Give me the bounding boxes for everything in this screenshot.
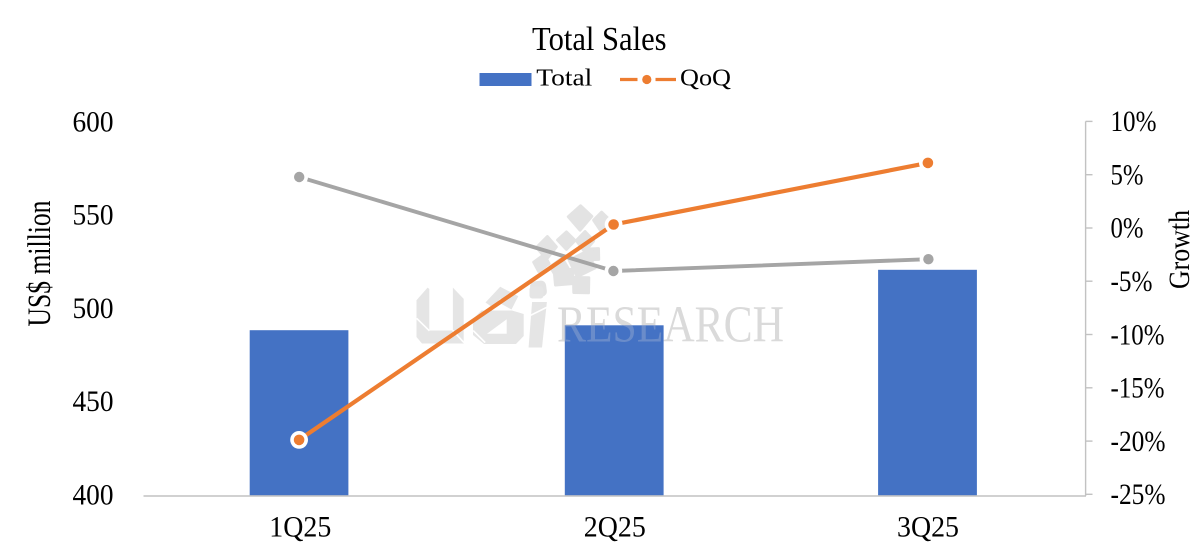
svg-text:-10%: -10% — [1111, 318, 1165, 351]
svg-text:Total: Total — [536, 66, 592, 92]
svg-text:450: 450 — [73, 385, 114, 418]
svg-text:QoQ: QoQ — [680, 66, 731, 92]
svg-text:0%: 0% — [1111, 212, 1144, 245]
svg-text:Growth: Growth — [1163, 210, 1196, 289]
svg-text:1Q25: 1Q25 — [269, 510, 331, 543]
svg-text:5%: 5% — [1111, 159, 1144, 192]
svg-text:RESEARCH: RESEARCH — [557, 297, 784, 354]
svg-text:-15%: -15% — [1111, 372, 1165, 405]
svg-text:-20%: -20% — [1111, 425, 1166, 458]
svg-text:550: 550 — [73, 199, 114, 232]
svg-text:3Q25: 3Q25 — [897, 510, 959, 543]
svg-text:US$ million: US$ million — [22, 201, 58, 327]
svg-text:400: 400 — [73, 479, 114, 512]
svg-text:2Q25: 2Q25 — [584, 510, 646, 543]
svg-text:-25%: -25% — [1111, 478, 1166, 511]
svg-text:600: 600 — [73, 105, 114, 138]
svg-text:10%: 10% — [1111, 105, 1157, 138]
svg-text:500: 500 — [73, 292, 114, 325]
svg-text:-5%: -5% — [1111, 265, 1153, 298]
svg-text:Total Sales: Total Sales — [532, 21, 667, 58]
